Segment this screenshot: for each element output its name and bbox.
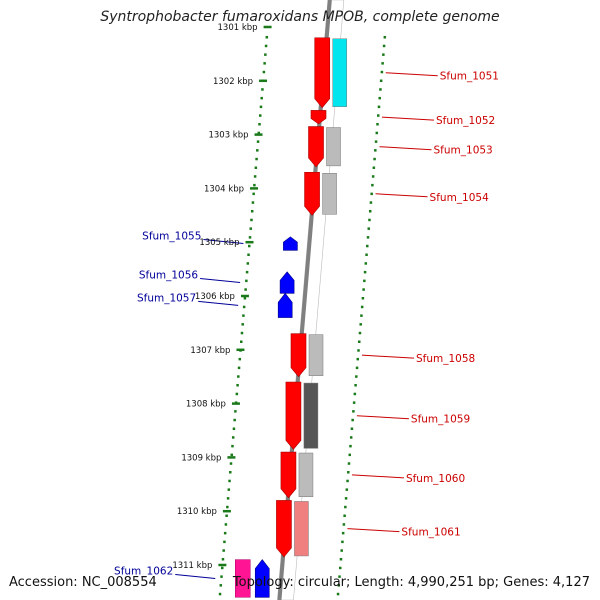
scale-label: 1303 kbp (208, 131, 248, 141)
forward-gene-arrow[interactable] (276, 500, 292, 558)
gene-features (235, 37, 347, 598)
scale-label: 1304 kbp (204, 184, 244, 194)
forward-gene-arrow[interactable] (314, 37, 331, 109)
forward-gene-label[interactable]: Sfum_1058 (416, 353, 475, 365)
scale-label: 1309 kbp (181, 453, 221, 463)
gene-partner-block (332, 38, 347, 107)
topology-text: Topology: circular; Length: 4,990,251 bp… (232, 575, 590, 590)
gene-partner-block (235, 559, 251, 598)
label-leader-line (361, 354, 415, 359)
map-title: Syntrophobacter fumaroxidans MPOB, compl… (100, 9, 500, 25)
scale-label: 1307 kbp (190, 346, 230, 356)
forward-gene-label[interactable]: Sfum_1052 (436, 115, 495, 127)
scale-labels: 1301 kbp 1302 kbp 1303 kbp 1304 kbp 1305 kbp… (172, 23, 272, 571)
accession-text: Accession: NC_008554 (9, 575, 157, 590)
scale-label: 1306 kbp (195, 292, 235, 302)
scale-label: 1301 kbp (218, 23, 258, 33)
gene-partner-block (326, 127, 341, 167)
label-leader-line (175, 573, 216, 579)
label-leader-line (385, 72, 438, 77)
label-leader-line (381, 116, 435, 121)
scale-label: 1310 kbp (177, 507, 217, 517)
reverse-gene-label[interactable]: Sfum_1062 (114, 565, 173, 577)
scale-label: 1311 kbp (172, 561, 212, 571)
reverse-gene-label[interactable]: Sfum_1057 (137, 292, 196, 304)
reverse-gene-arrow[interactable] (277, 292, 293, 318)
reverse-gene-arrow[interactable] (254, 559, 270, 598)
label-leader-line (351, 474, 404, 479)
forward-gene-arrow[interactable] (280, 451, 297, 499)
gene-partner-block (322, 173, 337, 215)
forward-gene-label[interactable]: Sfum_1051 (440, 71, 499, 83)
forward-gene-label[interactable]: Sfum_1053 (434, 145, 493, 157)
label-leader-line (356, 415, 409, 420)
forward-gene-label[interactable]: Sfum_1061 (401, 527, 460, 539)
gene-partner-block (298, 452, 314, 497)
forward-gene-label[interactable]: Sfum_1060 (406, 473, 465, 485)
label-leader-line (347, 528, 400, 533)
scale-label: 1305 kbp (199, 238, 239, 248)
reverse-gene-arrow[interactable] (279, 271, 295, 294)
forward-gene-label[interactable]: Sfum_1054 (430, 192, 490, 204)
forward-gene-arrow[interactable] (308, 126, 324, 168)
forward-gene-arrow[interactable] (285, 381, 302, 450)
gene-partner-block (308, 334, 324, 376)
reverse-gene-label[interactable]: Sfum_1055 (142, 231, 201, 243)
forward-gene-arrow[interactable] (290, 333, 307, 378)
label-leader-line (203, 239, 244, 245)
reverse-gene-arrow[interactable] (283, 236, 298, 251)
gene-labels[interactable]: Sfum_1051 Sfum_1052 Sfum_1053 Sfum_1054 Sfum… (114, 71, 499, 579)
forward-gene-arrow[interactable] (310, 110, 327, 125)
label-leader-line (198, 300, 239, 306)
label-leader-line (200, 278, 241, 284)
reverse-gene-label[interactable]: Sfum_1056 (139, 270, 199, 282)
scale-label: 1308 kbp (186, 400, 226, 410)
gene-partner-block (303, 382, 319, 449)
forward-gene-arrow[interactable] (304, 171, 320, 216)
label-leader-line (379, 146, 432, 151)
forward-gene-label[interactable]: Sfum_1059 (411, 414, 470, 426)
gene-partner-block (294, 501, 309, 557)
label-leader-line (375, 193, 428, 198)
scale-label: 1302 kbp (213, 77, 253, 87)
